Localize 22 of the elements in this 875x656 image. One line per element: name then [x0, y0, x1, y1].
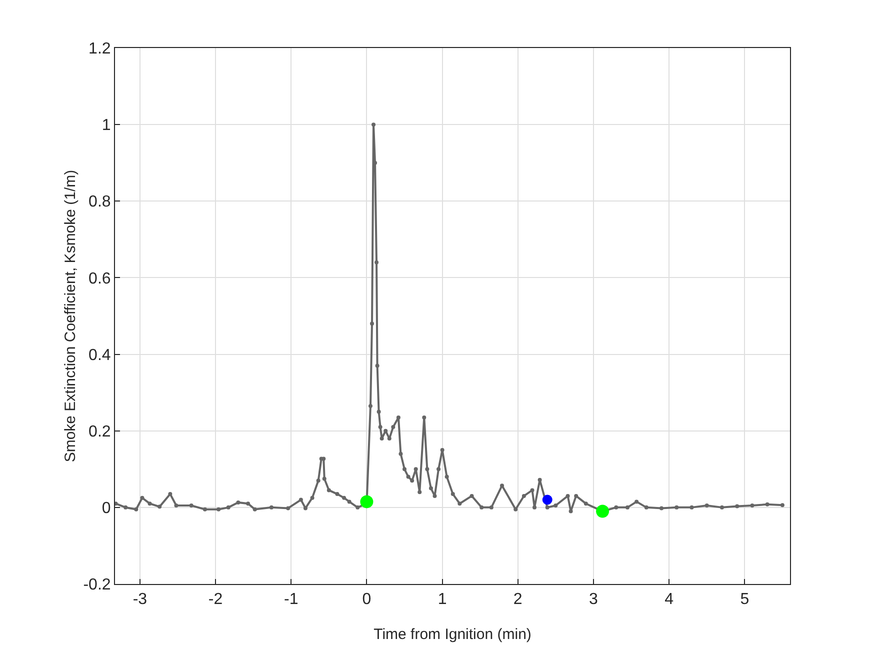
y-tick-label: 0.6 [88, 270, 111, 288]
y-tick-label: 0.4 [88, 346, 111, 364]
x-tick-label: 4 [664, 591, 674, 608]
point [542, 494, 552, 505]
x-tick-label: 3 [589, 591, 598, 608]
y-tick-label: 0.8 [88, 194, 111, 211]
x-axis-title: Time from Ignition (min) [374, 626, 532, 643]
x-tick-label: -2 [208, 591, 223, 608]
y-axis-title: Smoke Extinction Coefficient, Ksmoke (1/m) [62, 170, 79, 462]
x-tick-label: -3 [132, 591, 148, 608]
x-tick-label: 2 [513, 591, 522, 608]
y-tick-label: 0.2 [88, 423, 111, 440]
x-tick-label: 0 [362, 591, 372, 608]
y-tick-label: 1.2 [88, 40, 111, 58]
y-tick-label: 1 [102, 117, 111, 134]
x-tick-label: -1 [284, 591, 298, 608]
point [360, 495, 374, 508]
x-tick-label: 1 [438, 591, 447, 608]
y-tick-label: -0.2 [83, 576, 111, 594]
point [596, 504, 610, 518]
x-tick-label: 5 [740, 591, 750, 608]
y-tick-label: 0 [102, 500, 111, 518]
